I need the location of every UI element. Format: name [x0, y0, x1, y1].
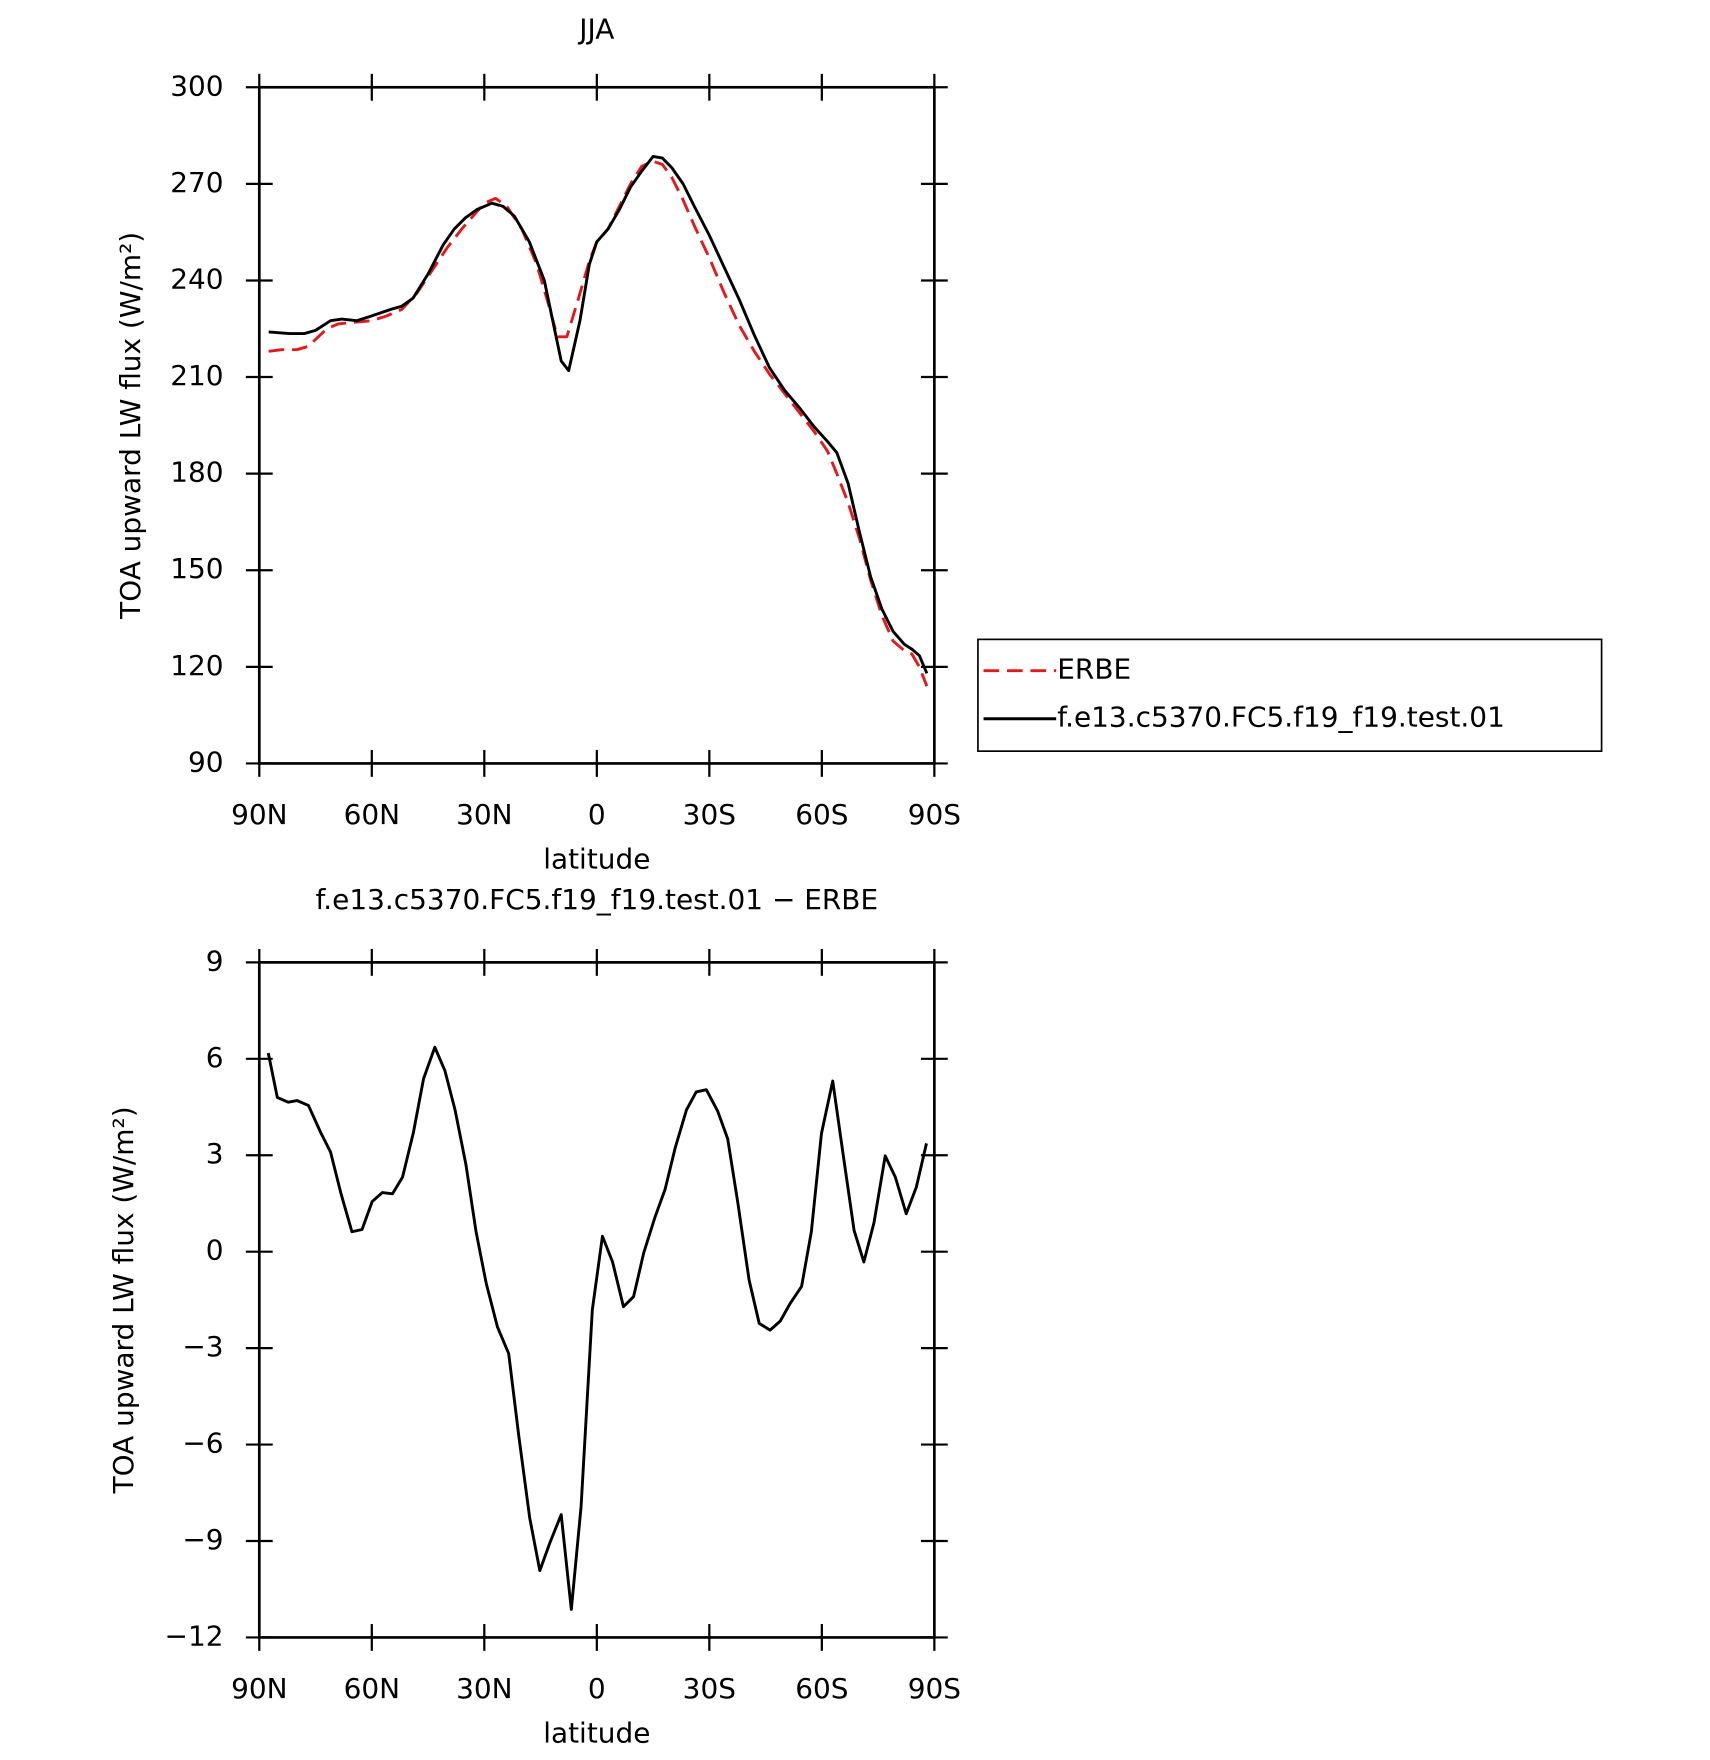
x-tick-label: 90S	[908, 798, 961, 831]
y-tick-label: 210	[170, 359, 223, 392]
x-tick-label: 90N	[231, 798, 287, 831]
x-tick-label: 0	[588, 1672, 606, 1705]
y-tick-label: 9	[206, 944, 224, 977]
x-tick-label: 30N	[456, 798, 512, 831]
legend-box	[977, 638, 1603, 752]
data-line	[268, 159, 929, 687]
y-tick-label: −9	[182, 1523, 223, 1556]
y-tick-label: 240	[170, 262, 223, 295]
x-axis-label: latitude	[543, 1717, 650, 1750]
chart-title: JJA	[577, 12, 614, 45]
x-tick-label: 60S	[795, 1672, 848, 1705]
y-tick-label: 300	[170, 69, 223, 102]
x-tick-label: 60N	[344, 798, 400, 831]
x-tick-label: 30N	[456, 1672, 512, 1705]
x-tick-label: 30S	[683, 798, 736, 831]
y-tick-label: −6	[182, 1427, 223, 1460]
y-tick-label: 150	[170, 552, 223, 585]
y-tick-label: 120	[170, 649, 223, 682]
x-tick-label: 90S	[908, 1672, 961, 1705]
x-tick-label: 60N	[344, 1672, 400, 1705]
data-line	[266, 1045, 928, 1611]
plot-frame	[257, 961, 936, 1639]
data-line	[268, 155, 929, 674]
plot-frame	[257, 85, 936, 765]
x-tick-label: 0	[588, 798, 606, 831]
x-axis-label: latitude	[543, 843, 650, 876]
x-tick-label: 30S	[683, 1672, 736, 1705]
y-tick-label: 270	[170, 166, 223, 199]
legend-label: f.e13.c5370.FC5.f19_f19.test.01	[1057, 701, 1505, 734]
y-axis-label: TOA upward LW flux (W/m²)	[107, 1106, 140, 1494]
y-tick-label: 180	[170, 456, 223, 489]
y-tick-label: −12	[165, 1619, 224, 1652]
y-tick-label: 3	[206, 1137, 224, 1170]
y-tick-label: 90	[188, 745, 224, 778]
legend-label: ERBE	[1057, 653, 1131, 686]
y-tick-label: −3	[182, 1330, 223, 1363]
y-axis-label: TOA upward LW flux (W/m²)	[114, 232, 147, 620]
y-tick-label: 6	[206, 1041, 224, 1074]
x-tick-label: 90N	[231, 1672, 287, 1705]
chart-title: f.e13.c5370.FC5.f19_f19.test.01 − ERBE	[316, 883, 879, 916]
x-tick-label: 60S	[795, 798, 848, 831]
y-tick-label: 0	[206, 1234, 224, 1267]
